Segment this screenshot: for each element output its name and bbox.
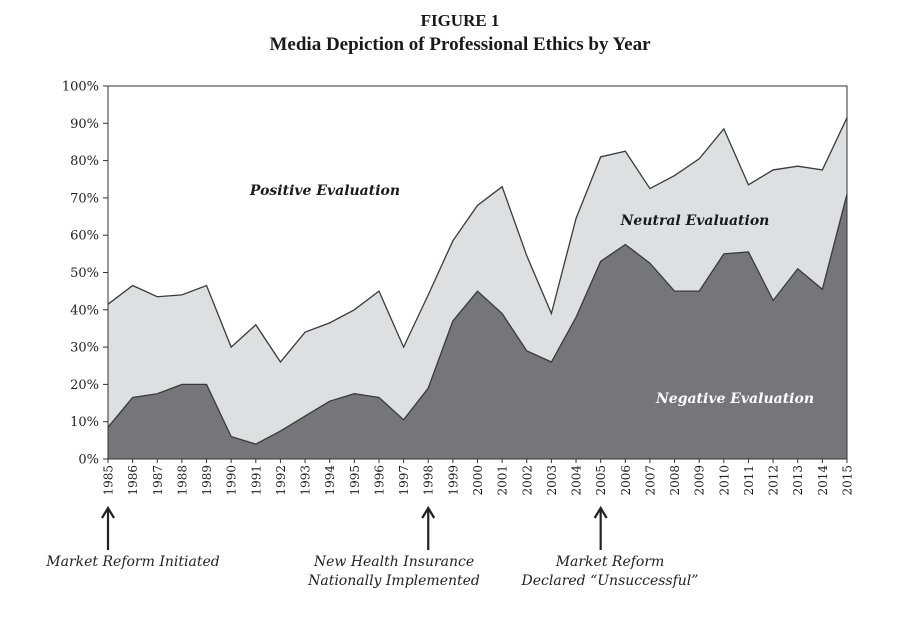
axis-layer: 0% 10% 20% 30% 40% 50% 60% 70% 80% 90% 100% 1985 198… [62,80,855,496]
annotation-note: Market Reform Initiated [0,553,283,572]
y-tick-label: 50% [70,266,99,281]
x-tick-label: 2011 [742,465,756,496]
annotation-arrow-head [421,505,436,519]
x-tick-label: 1999 [446,465,460,496]
area-negative [108,194,847,460]
y-tick-label: 20% [70,378,99,393]
x-tick-label: 2006 [619,465,633,496]
x-tick-label: 2001 [496,465,510,496]
y-tick-label: 40% [70,303,99,318]
annotation-arrow-head [101,505,115,519]
x-tick-label: 2002 [520,465,534,496]
x-tick-label: 1992 [274,465,288,496]
annotation-note: New Health Insurance Nationally Implement… [244,553,544,591]
x-tick-label: 1986 [126,465,140,496]
annotation-arrow-head [593,505,608,519]
series-label-neutral: Neutral Evaluation [620,213,770,229]
x-tick-label: 1985 [102,465,116,496]
y-tick-label: 60% [70,229,99,244]
annotation-note-line: Market Reform [555,554,665,570]
y-tick-label: 0% [78,453,99,468]
series-label-negative: Negative Evaluation [655,391,814,407]
y-tick-label: 10% [70,415,99,430]
chart-title: Media Depiction of Professional Ethics b… [269,34,651,55]
x-tick-label: 2015 [841,465,855,496]
x-tick-label: 2003 [545,465,559,496]
x-tick-label: 2009 [693,465,707,496]
annotation-note-line: Nationally Implemented [308,573,480,589]
x-tick-label: 2010 [717,465,731,496]
annotation-note-line: Declared “Unsuccessful” [521,573,699,589]
x-tick-label: 1996 [372,465,386,496]
x-tick-label: 1988 [175,465,189,496]
series-label-positive: Positive Evaluation [249,183,400,199]
x-tick-label: 1993 [299,465,313,496]
plot-layer [107,86,848,460]
y-tick-label: 80% [70,154,99,169]
x-tick-label: 1991 [249,465,263,496]
x-tick-label: 1989 [200,465,214,496]
x-tick-label: 1994 [323,465,337,496]
x-tick-label: 1990 [225,465,239,496]
line-negative-top [107,194,848,445]
x-tick-label: 2012 [767,465,781,496]
x-tick-label: 1987 [151,465,165,496]
figure-label: FIGURE 1 [420,11,500,30]
annotation-note-line: Market Reform Initiated [46,554,220,570]
x-tick-label: 2007 [643,465,657,496]
y-tick-label: 70% [70,191,99,206]
y-tick-label: 90% [70,117,99,132]
y-tick-label: 100% [62,80,99,95]
x-tick-label: 2013 [791,465,805,496]
y-tick-label: 30% [70,341,99,356]
x-tick-label: 2004 [570,465,584,496]
annotation-note-line: New Health Insurance [313,554,475,570]
annotation-arrows [101,505,608,550]
x-tick-label: 1998 [422,465,436,496]
x-tick-label: 1997 [397,465,411,496]
annotation-note: Market Reform Declared “Unsuccessful” [460,553,760,591]
x-tick-label: 2008 [668,465,682,496]
line-neutral-top [107,117,848,364]
region-labels: Positive Evaluation Neutral Evaluation N… [249,183,814,407]
x-tick-label: 1995 [348,465,362,496]
x-tick-label: 2014 [816,465,830,496]
x-tick-label: 2000 [471,465,485,496]
x-tick-label: 2005 [594,465,608,496]
